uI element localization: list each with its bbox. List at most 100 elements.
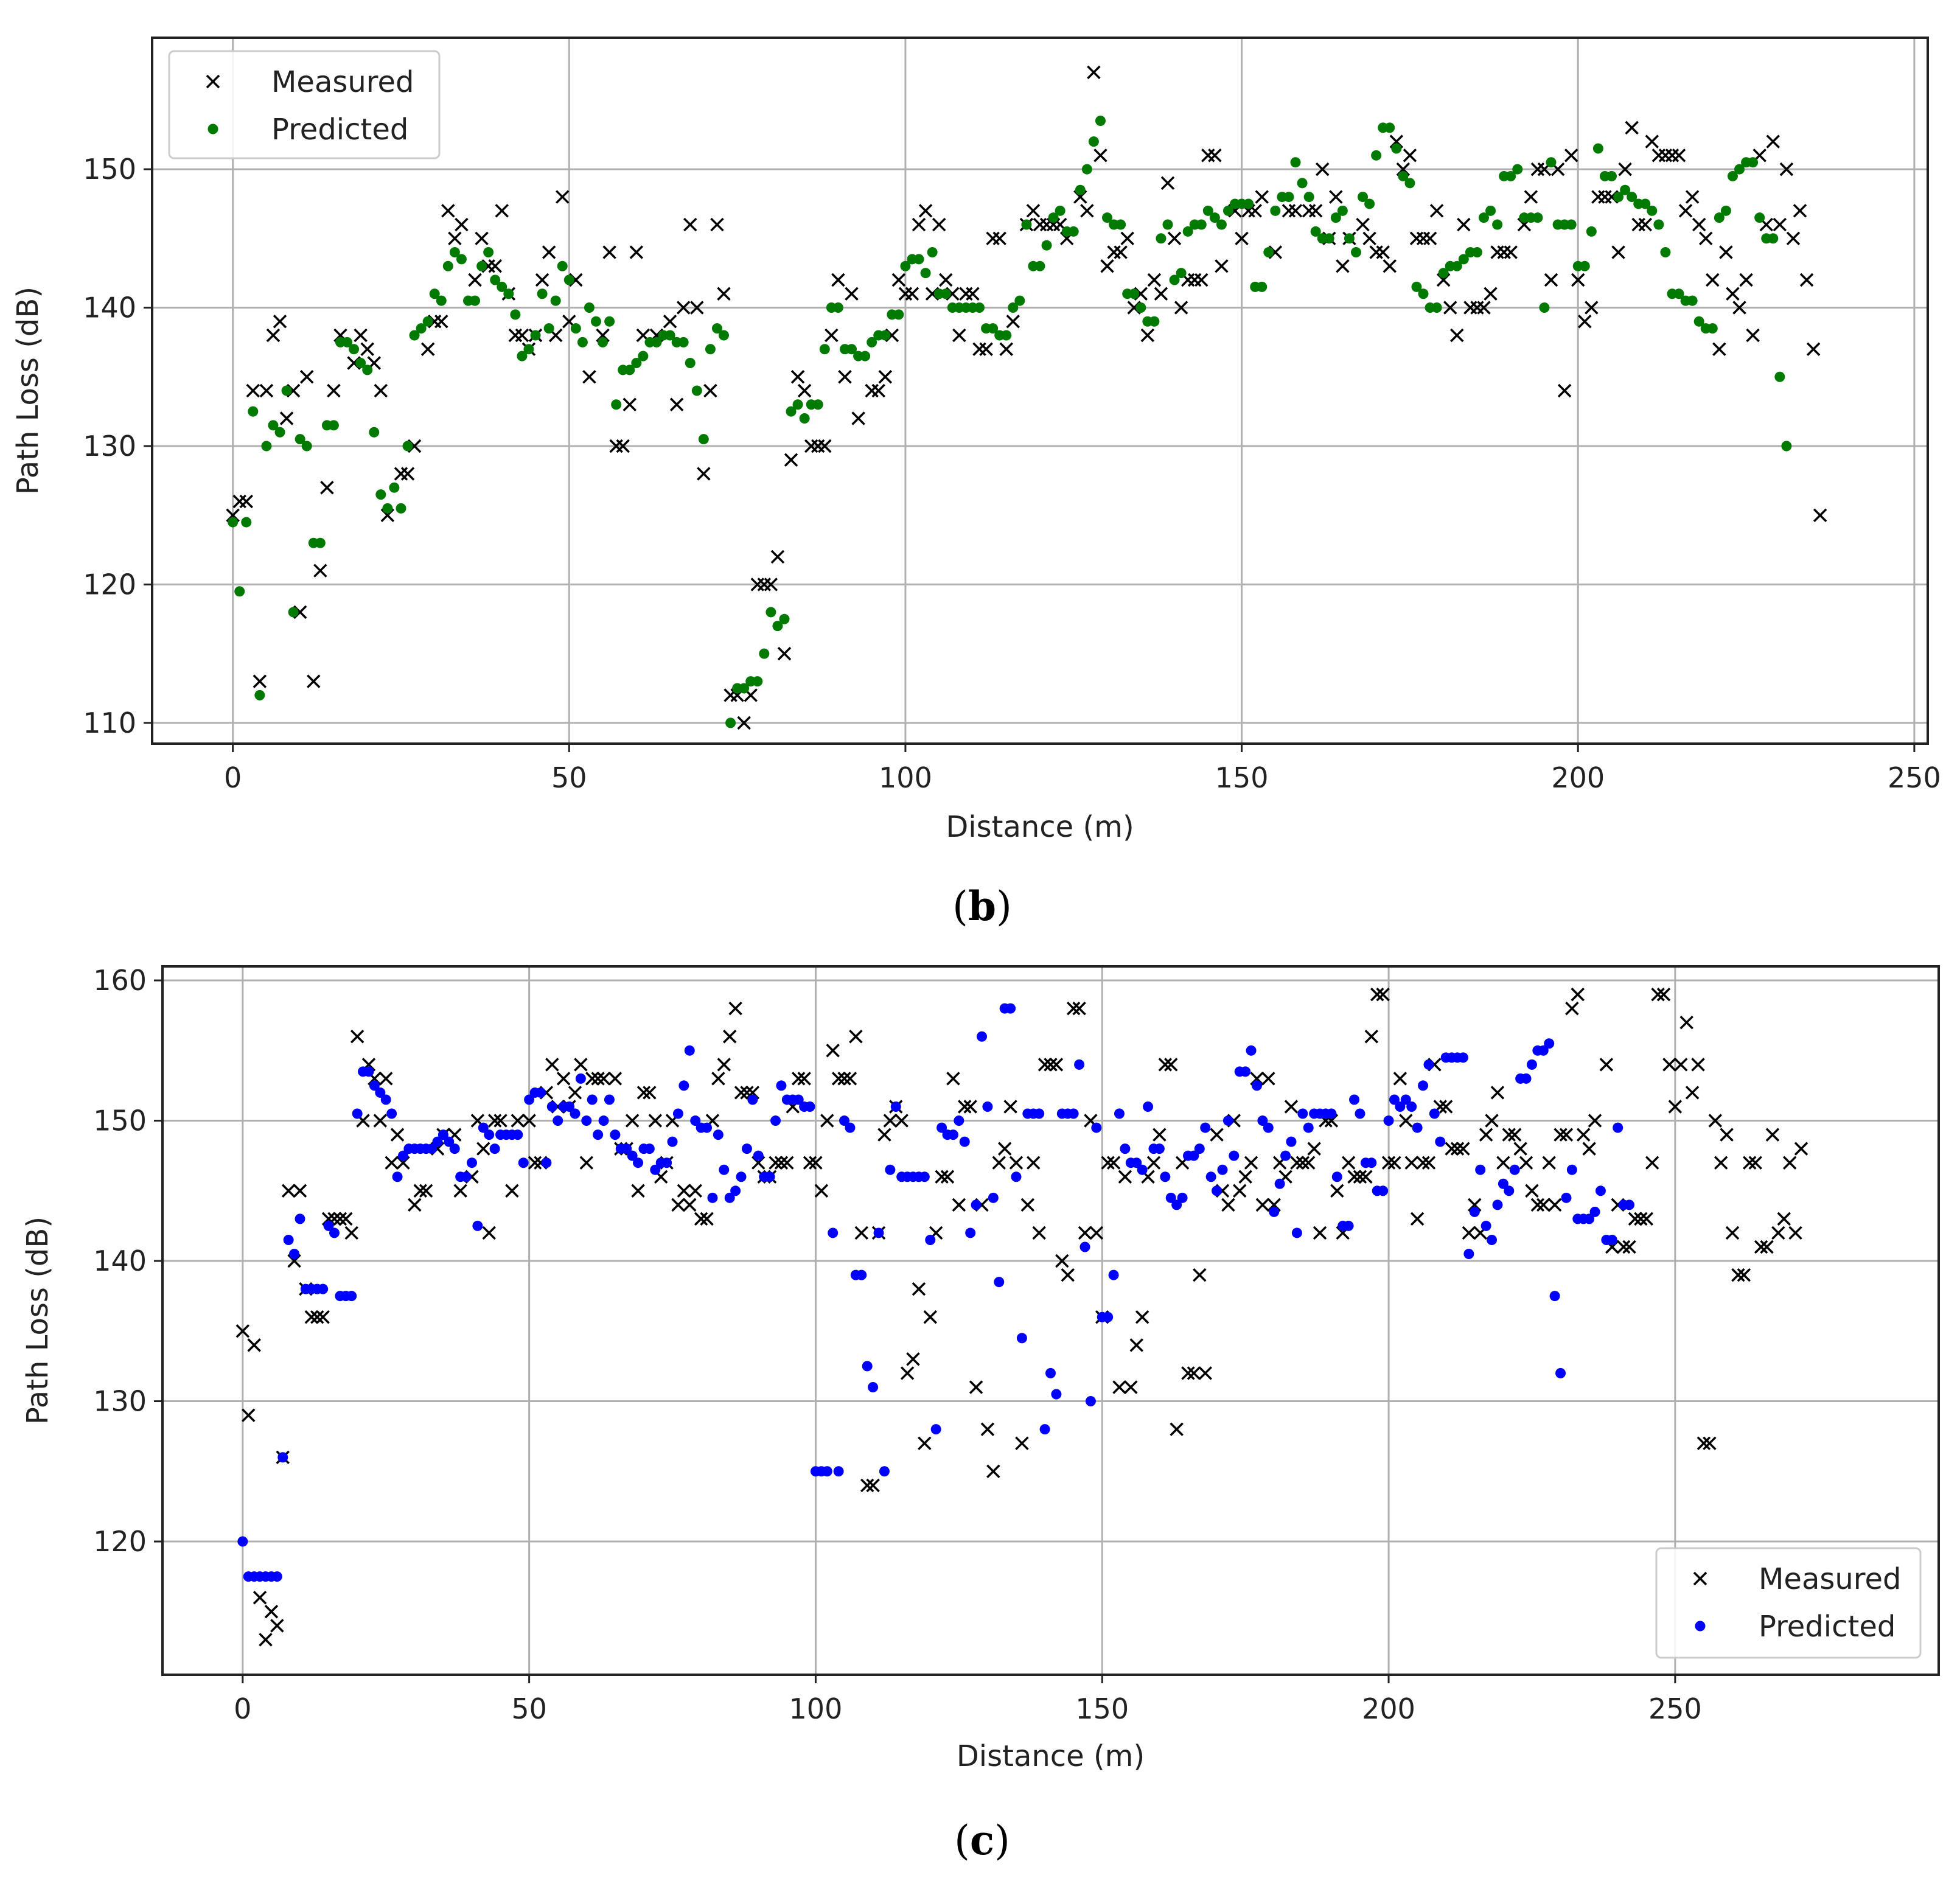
predicted-point [862, 1361, 873, 1372]
y-tick-label: 150 [93, 1105, 147, 1137]
measured-point [1399, 1114, 1413, 1128]
measured-point [468, 273, 482, 287]
measured-point [1542, 1156, 1556, 1170]
measured-point [1421, 1156, 1436, 1170]
measured-point [1782, 1156, 1797, 1170]
predicted-point [1205, 1171, 1216, 1182]
predicted-point [1290, 157, 1301, 168]
measured-point [648, 1114, 663, 1128]
predicted-point [1384, 122, 1395, 133]
measured-point [1571, 987, 1585, 1002]
measured-point [320, 480, 334, 495]
measured-point [1585, 301, 1599, 315]
predicted-point [1586, 226, 1597, 237]
predicted-point [1310, 226, 1321, 237]
predicted-point [1371, 150, 1382, 161]
measured-point [1547, 1198, 1562, 1212]
measured-point [663, 315, 677, 329]
legend-marker-measured [206, 74, 220, 89]
predicted-point [1521, 1073, 1532, 1084]
measured-point [1164, 1058, 1178, 1072]
predicted-point [1391, 143, 1402, 154]
predicted-point [1538, 1045, 1549, 1056]
predicted-point [707, 1192, 718, 1203]
predicted-point [954, 1115, 964, 1126]
measured-point [1307, 1142, 1321, 1156]
measured-point [434, 315, 448, 329]
y-tick-label: 130 [93, 1385, 147, 1418]
predicted-point [1480, 1220, 1491, 1231]
predicted-point [856, 1269, 867, 1280]
measured-point [905, 287, 919, 301]
predicted-point [672, 1108, 683, 1119]
measured-point [1564, 148, 1578, 162]
predicted-point [489, 1143, 500, 1154]
predicted-point [1217, 1164, 1228, 1175]
predicted-point [1647, 205, 1658, 216]
predicted-point [1176, 268, 1187, 279]
measured-point [1288, 204, 1303, 218]
predicted-point [1212, 1185, 1222, 1196]
caption-c-letter: c [970, 1817, 994, 1864]
predicted-point [1081, 164, 1092, 175]
chart-c-legend: Measured Predicted [1655, 1547, 1922, 1659]
predicted-point [1475, 1164, 1486, 1175]
measured-point [420, 342, 435, 357]
predicted-point [702, 1122, 713, 1133]
legend-box [1655, 1547, 1922, 1659]
measured-point [1027, 1156, 1041, 1170]
predicted-point [1303, 192, 1314, 203]
measured-point [1634, 1212, 1648, 1226]
measured-point [1625, 120, 1639, 135]
predicted-point [1202, 205, 1213, 216]
x-tick-label: 100 [789, 1692, 843, 1725]
chart-b-y-axis-label: Path Loss (dB) [11, 287, 45, 495]
predicted-point [974, 302, 985, 313]
predicted-point [1624, 1199, 1635, 1210]
measured-point [1571, 273, 1585, 287]
predicted-point [478, 1122, 489, 1133]
predicted-point [730, 1185, 741, 1196]
predicted-point [254, 689, 265, 700]
predicted-point [1589, 1206, 1600, 1217]
predicted-point [1400, 1094, 1411, 1105]
measured-point [1170, 1422, 1184, 1436]
measured-point [774, 1156, 789, 1170]
measured-point [717, 287, 731, 301]
legend-box [168, 50, 441, 159]
predicted-point [880, 330, 891, 341]
predicted-point [776, 1080, 787, 1091]
measured-point [1153, 1128, 1167, 1142]
measured-point [596, 1072, 611, 1086]
measured-point [1167, 231, 1182, 246]
measured-point [1381, 1156, 1396, 1170]
predicted-point [650, 1164, 661, 1175]
predicted-point [449, 1143, 460, 1154]
predicted-point [1131, 1157, 1142, 1168]
predicted-point [770, 1115, 781, 1126]
predicted-point [295, 1213, 305, 1224]
predicted-point [1509, 1164, 1520, 1175]
predicted-point [570, 323, 581, 334]
predicted-point [553, 1115, 563, 1126]
measured-point [980, 1422, 995, 1436]
measured-point [669, 397, 684, 411]
predicted-point [584, 302, 595, 313]
measured-point [1456, 1142, 1470, 1156]
predicted-point [741, 1143, 752, 1154]
measured-point [939, 273, 953, 287]
measured-point [616, 439, 630, 453]
measured-point [1383, 259, 1397, 273]
predicted-point [764, 1171, 775, 1182]
measured-point [1616, 1240, 1631, 1254]
chart-b-x-axis-label: Distance (m) [946, 810, 1134, 844]
measured-point [1038, 1058, 1052, 1072]
measured-point [1187, 1366, 1201, 1380]
legend-label: Predicted [271, 113, 408, 147]
predicted-point [1216, 219, 1227, 230]
measured-point [1714, 1156, 1728, 1170]
measured-point [1284, 1100, 1299, 1114]
measured-point [895, 1114, 909, 1128]
predicted-point [1165, 1192, 1176, 1203]
